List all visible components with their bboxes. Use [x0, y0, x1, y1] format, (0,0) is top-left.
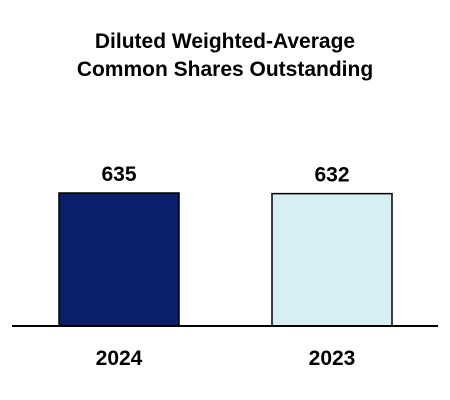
data-label-2024: 635 — [101, 163, 136, 186]
labels-group: 635 2024 632 2023 — [96, 163, 356, 370]
chart-title-line-2: Common Shares Outstanding — [76, 58, 374, 81]
bar-2024 — [58, 192, 180, 327]
chart-title: Diluted Weighted-Average Common Shares O… — [0, 28, 450, 84]
bars-group — [58, 192, 393, 327]
chart-title-line-1: Diluted Weighted-Average — [94, 30, 356, 53]
category-label-2023: 2023 — [309, 347, 356, 370]
data-label-2023: 632 — [314, 164, 349, 187]
category-label-2024: 2024 — [96, 347, 143, 370]
bar-2023 — [271, 192, 393, 327]
